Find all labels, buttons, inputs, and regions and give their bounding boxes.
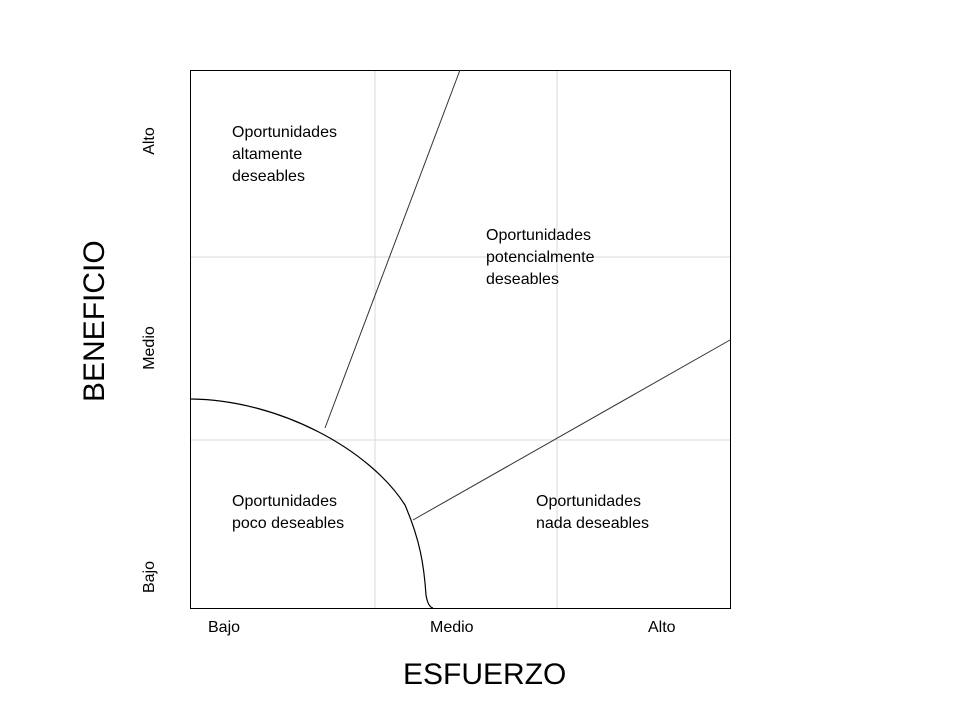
x-tick-high: Alto: [648, 619, 676, 636]
x-tick-low: Bajo: [208, 619, 241, 636]
region-label-potentially-desirable: Oportunidades potencialmente deseables: [486, 227, 595, 288]
y-tick-low: Bajo: [141, 560, 158, 594]
y-tick-high: Alto: [141, 127, 158, 155]
matrix-frame: [190, 70, 731, 609]
y-tick-medium: Medio: [141, 326, 158, 370]
region-label-not-desirable: Oportunidades nada deseables: [536, 493, 649, 532]
y-axis-title: BENEFICIO: [78, 240, 111, 402]
divider-line-lower: [412, 339, 731, 521]
x-tick-medium: Medio: [430, 619, 474, 636]
x-axis-title: ESFUERZO: [403, 658, 567, 691]
threshold-curve: [190, 398, 434, 609]
divider-line-upper: [324, 69, 461, 429]
region-label-highly-desirable: Oportunidades altamente deseables: [232, 124, 337, 185]
region-label-slightly-desirable: Oportunidades poco deseables: [232, 493, 345, 532]
